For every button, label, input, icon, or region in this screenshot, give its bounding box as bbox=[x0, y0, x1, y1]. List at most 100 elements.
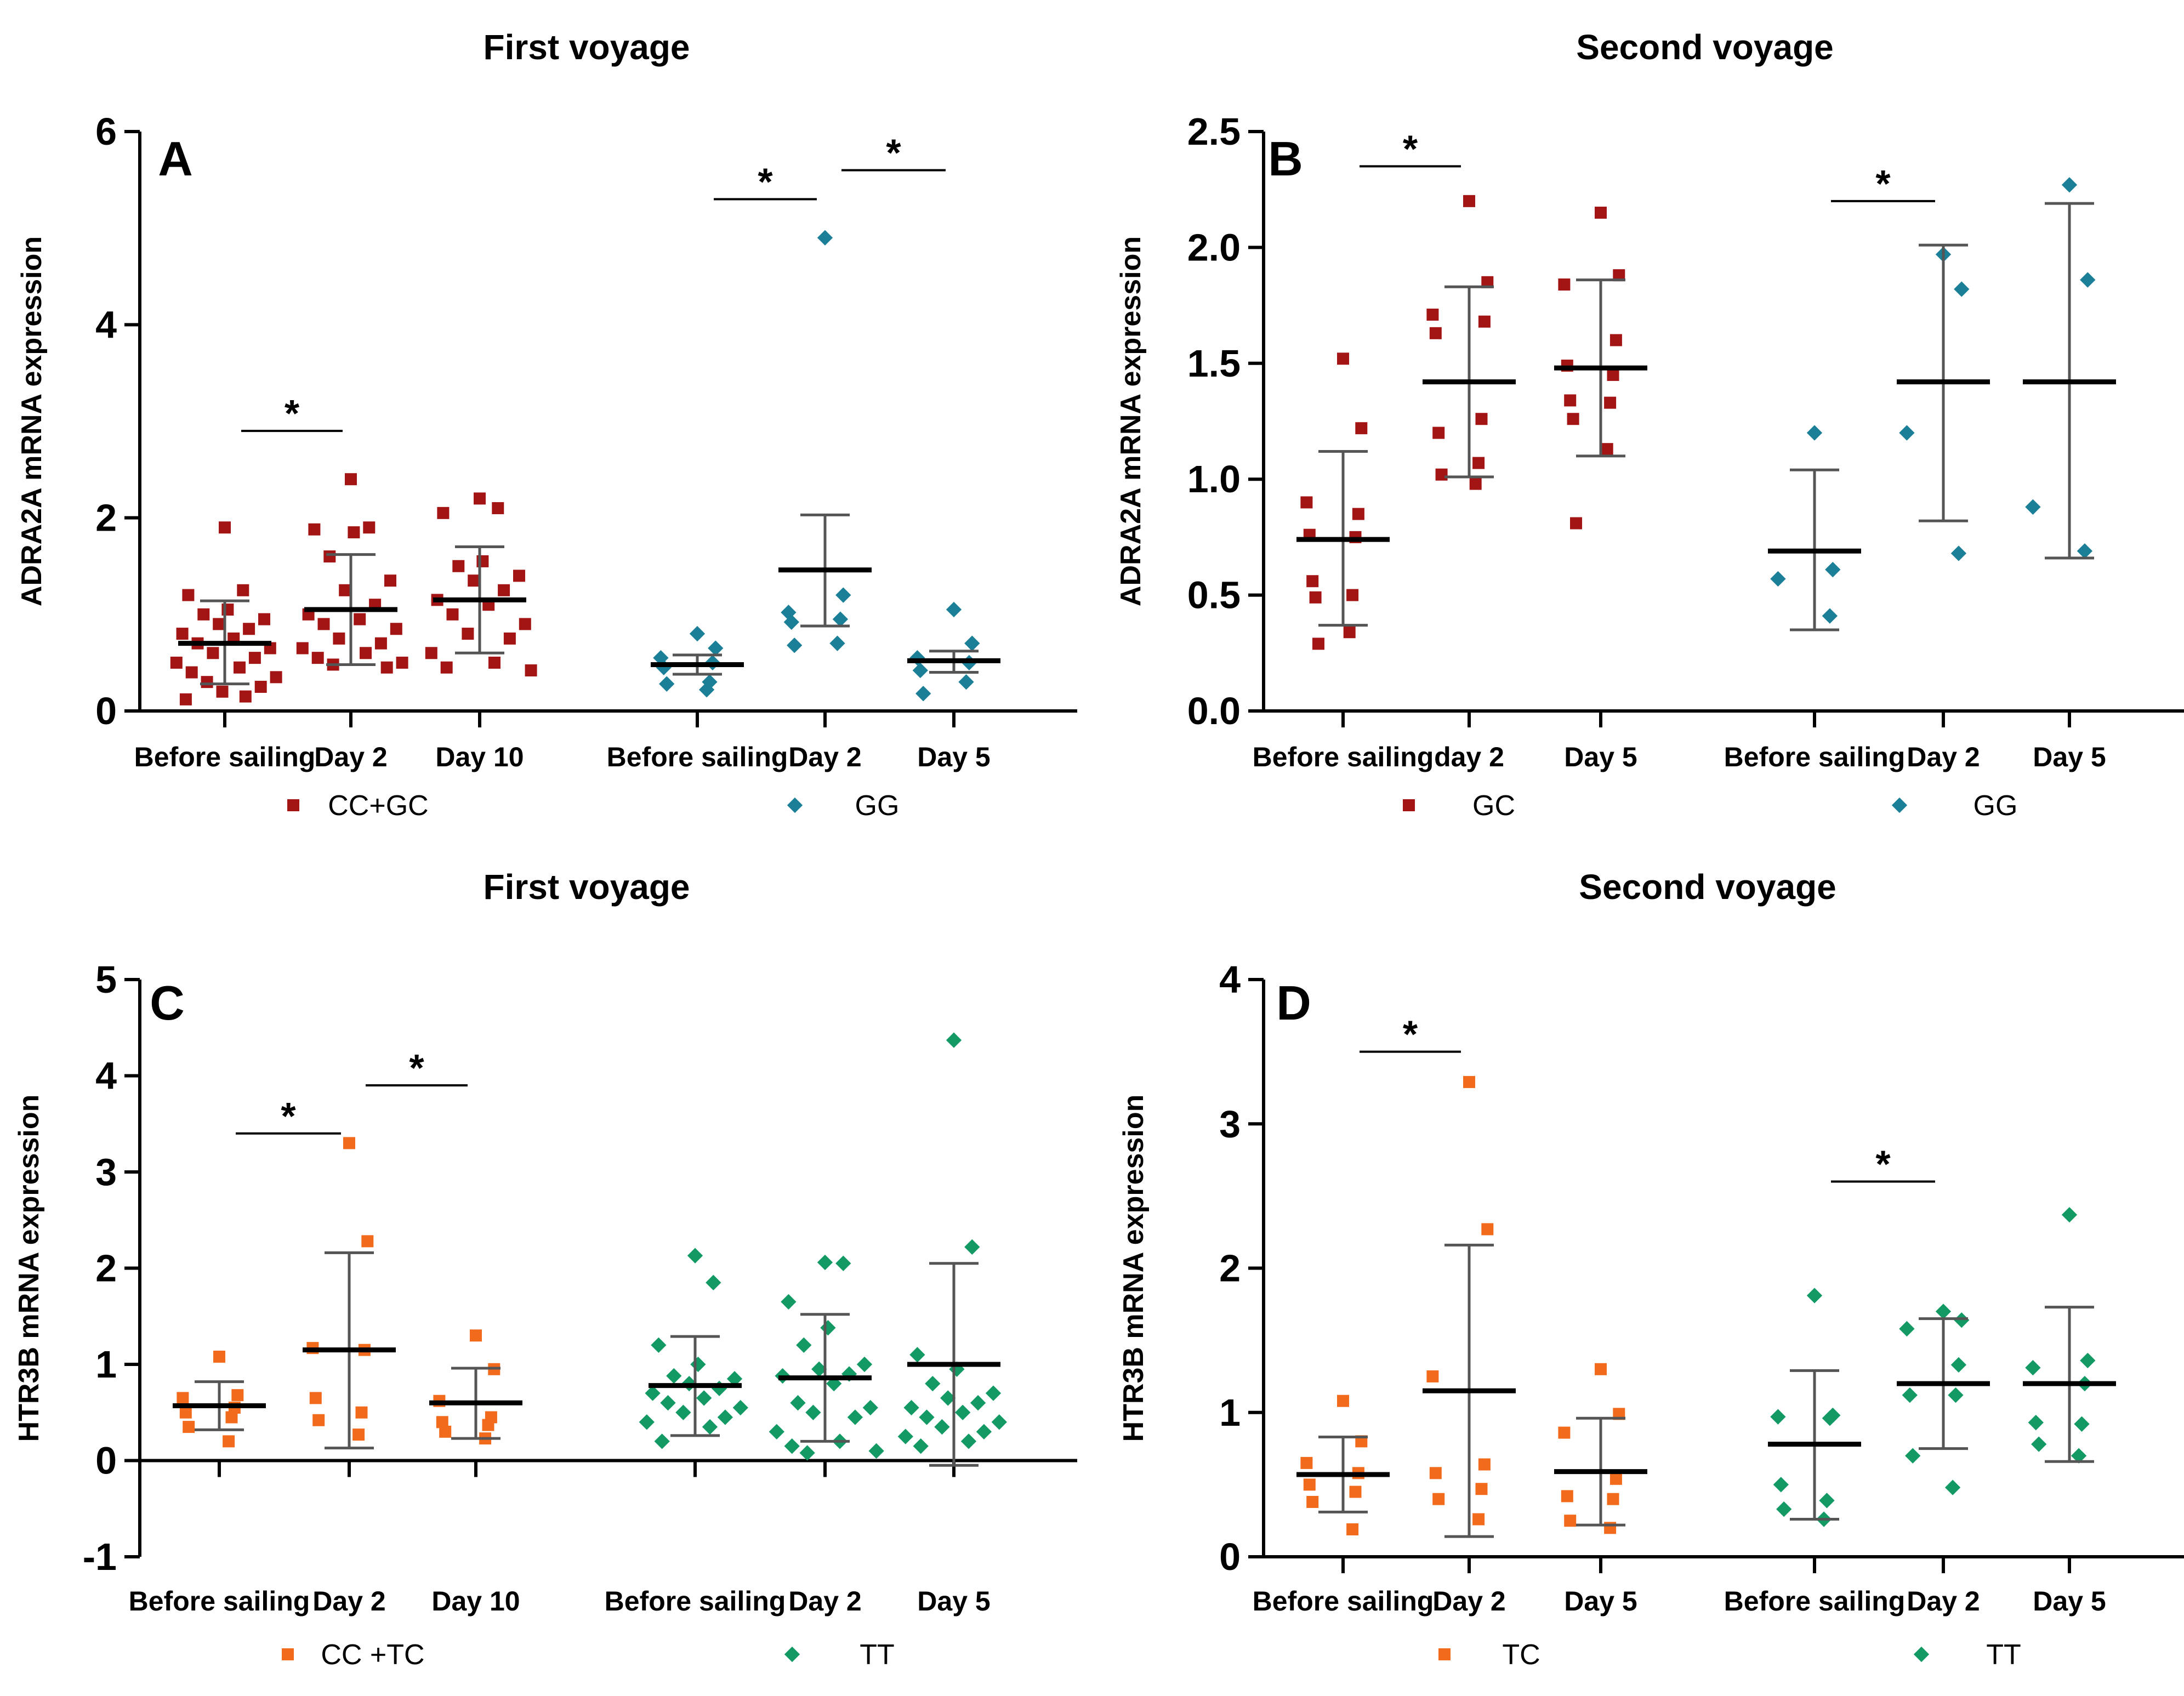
data-point bbox=[2080, 272, 2096, 288]
x-tick-label: Day 5 bbox=[1564, 1586, 1637, 1617]
data-point bbox=[1481, 276, 1494, 288]
legend-label: CC +TC bbox=[321, 1639, 424, 1671]
data-point bbox=[1773, 1477, 1789, 1493]
data-point bbox=[645, 1385, 661, 1401]
significance-star: * bbox=[285, 392, 300, 435]
significance-star: * bbox=[1875, 162, 1891, 205]
data-point bbox=[805, 1404, 821, 1420]
data-group bbox=[1296, 1395, 1390, 1535]
data-point bbox=[503, 632, 516, 645]
data-point bbox=[1300, 496, 1313, 509]
data-point bbox=[197, 608, 210, 621]
data-point bbox=[482, 1419, 494, 1431]
data-point bbox=[1806, 425, 1823, 441]
data-group bbox=[1423, 1075, 1516, 1538]
y-tick-label: 0.5 bbox=[1187, 574, 1241, 617]
data-group bbox=[1897, 243, 1990, 561]
x-tick-label: Day 2 bbox=[788, 742, 861, 772]
data-group bbox=[429, 1329, 522, 1445]
legend-marker-square bbox=[1403, 799, 1415, 811]
data-point bbox=[940, 1390, 956, 1406]
data-point bbox=[689, 625, 706, 642]
data-point bbox=[1337, 1395, 1349, 1407]
y-tick-label: 0 bbox=[1219, 1535, 1241, 1578]
data-point bbox=[468, 574, 480, 587]
data-point bbox=[339, 584, 351, 596]
data-point bbox=[1570, 517, 1582, 530]
data-group bbox=[1768, 425, 1861, 631]
data-point bbox=[513, 570, 525, 582]
x-tick-label: Day 2 bbox=[1432, 1586, 1505, 1617]
data-point bbox=[784, 1438, 800, 1454]
x-tick-label: Before sailing bbox=[1253, 1586, 1434, 1617]
chart-panel-c: First voyage C -1 0 1 2 3 4 5 HTR3B mRNA expressi… bbox=[13, 867, 1077, 1671]
data-point bbox=[1822, 1410, 1838, 1426]
data-point bbox=[651, 1337, 667, 1353]
x-tick-label: Day 5 bbox=[2033, 1586, 2106, 1617]
data-point bbox=[1432, 1493, 1445, 1505]
data-point bbox=[179, 1406, 192, 1419]
legend-label: TT bbox=[860, 1639, 895, 1671]
data-point bbox=[1306, 1495, 1319, 1508]
data-point bbox=[1300, 1456, 1313, 1469]
data-point bbox=[1469, 477, 1482, 490]
data-point bbox=[1770, 571, 1786, 587]
data-point bbox=[323, 550, 336, 563]
data-point bbox=[1561, 1490, 1573, 1503]
data-point bbox=[183, 1421, 195, 1433]
data-point bbox=[1595, 1363, 1607, 1375]
data-point bbox=[1352, 508, 1364, 520]
chart-title: Second voyage bbox=[1579, 867, 1836, 907]
data-point bbox=[1426, 309, 1439, 321]
data-point bbox=[1478, 1458, 1491, 1471]
data-point bbox=[462, 628, 474, 640]
data-point bbox=[1607, 1493, 1619, 1505]
data-point bbox=[1306, 575, 1319, 588]
y-axis-label: HTR3B mRNA expression bbox=[1118, 1095, 1150, 1442]
data-point bbox=[1770, 1409, 1786, 1425]
data-point bbox=[440, 661, 453, 674]
y-tick-label: 1 bbox=[95, 1343, 117, 1386]
data-point bbox=[787, 638, 803, 653]
significance-star: * bbox=[1875, 1143, 1891, 1186]
data-point bbox=[817, 1254, 833, 1271]
data-point bbox=[1950, 1357, 1967, 1373]
data-point bbox=[374, 637, 387, 650]
data-point bbox=[698, 682, 715, 698]
data-point bbox=[437, 506, 450, 519]
data-point bbox=[919, 1409, 935, 1425]
y-axis-label: ADRA2A mRNA expression bbox=[16, 236, 48, 606]
data-point bbox=[343, 1137, 355, 1149]
data-point bbox=[380, 661, 393, 674]
data-point bbox=[254, 680, 267, 693]
data-point bbox=[811, 1361, 827, 1377]
data-point bbox=[1948, 1387, 1964, 1403]
y-tick-label: -1 bbox=[83, 1535, 117, 1578]
data-point bbox=[1609, 1472, 1622, 1485]
legend-marker-square bbox=[1438, 1648, 1451, 1660]
data-point bbox=[909, 1347, 925, 1363]
y-tick-label: 1.5 bbox=[1187, 342, 1241, 385]
data-group bbox=[651, 625, 744, 698]
data-point bbox=[1463, 195, 1475, 207]
data-point bbox=[296, 642, 309, 655]
data-point bbox=[436, 1416, 448, 1428]
y-tick-label: 3 bbox=[1219, 1102, 1241, 1145]
legend-label: TT bbox=[1986, 1639, 2021, 1671]
data-point bbox=[2077, 543, 2093, 559]
data-point bbox=[425, 647, 437, 659]
data-point bbox=[925, 1375, 941, 1392]
data-point bbox=[390, 623, 402, 635]
data-point bbox=[726, 1371, 743, 1387]
data-point bbox=[1613, 269, 1625, 282]
data-point bbox=[717, 1409, 733, 1425]
data-point bbox=[1355, 422, 1368, 435]
y-tick-label: 0 bbox=[95, 690, 117, 732]
legend-marker-diamond bbox=[784, 1646, 800, 1663]
data-point bbox=[1478, 315, 1491, 328]
data-point bbox=[1472, 1513, 1485, 1526]
data-point bbox=[781, 1294, 797, 1310]
data-point bbox=[354, 613, 366, 625]
significance-star: * bbox=[758, 160, 773, 203]
data-point bbox=[687, 1248, 703, 1264]
